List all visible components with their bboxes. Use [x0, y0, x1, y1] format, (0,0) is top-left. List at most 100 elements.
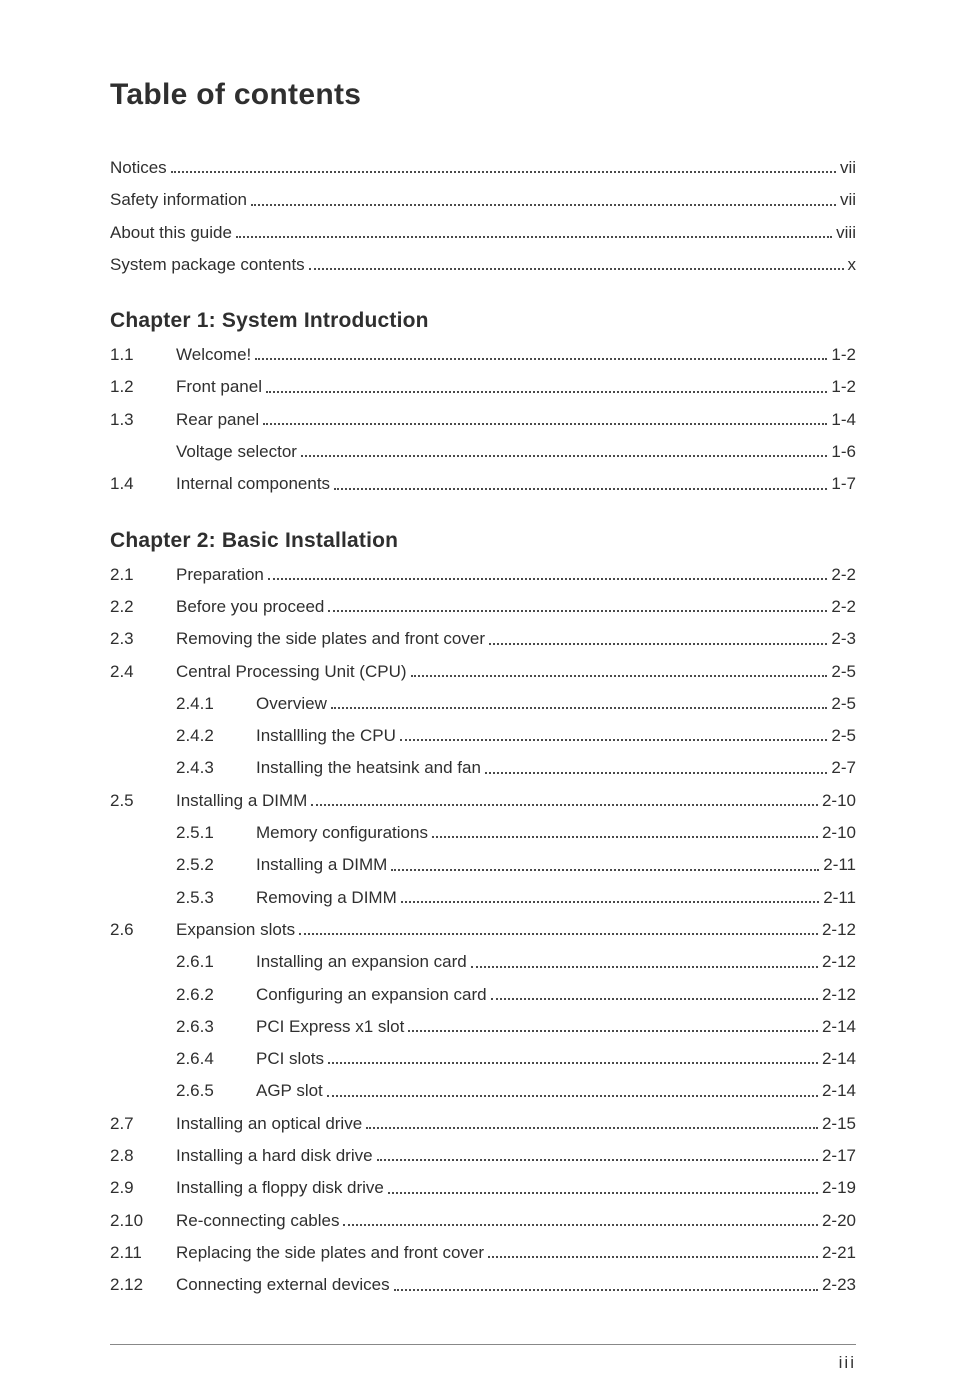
- toc-page-number: 1-2: [831, 371, 856, 403]
- toc-subsection-number: 2.6.2: [176, 979, 256, 1011]
- toc-row: 2.3Removing the side plates and front co…: [110, 623, 856, 655]
- toc-row: 2.6.2Configuring an expansion card2-12: [110, 979, 856, 1011]
- toc-row: 2.5.2Installing a DIMM2-11: [110, 849, 856, 881]
- toc-page-number: 2-3: [831, 623, 856, 655]
- toc-row: 2.4.3Installing the heatsink and fan 2-7: [110, 752, 856, 784]
- toc-section-number: 2.2: [110, 591, 176, 623]
- toc-page-number: 2-2: [831, 591, 856, 623]
- toc-entry-label: System package contents: [110, 249, 305, 281]
- dot-leader: [488, 1256, 818, 1258]
- dot-leader: [471, 966, 818, 968]
- toc-row: 2.8Installing a hard disk drive2-17: [110, 1140, 856, 1172]
- toc-entry-label: Overview: [256, 688, 327, 720]
- toc-entry-label: Installling the CPU: [256, 720, 396, 752]
- toc-entry-label: Installing a DIMM: [256, 849, 387, 881]
- toc-row: 2.5Installing a DIMM2-10: [110, 785, 856, 817]
- chapter-heading: Chapter 2: Basic Installation: [110, 529, 856, 553]
- toc-page-number: x: [848, 249, 857, 281]
- toc-page-number: vii: [840, 184, 856, 216]
- toc-entry-label: Safety information: [110, 184, 247, 216]
- toc-subsection-number: 2.4.3: [176, 752, 256, 784]
- toc-page-number: 2-5: [831, 656, 856, 688]
- toc-page-number: 1-2: [831, 339, 856, 371]
- toc-section-number: 2.7: [110, 1108, 176, 1140]
- footer-page-number: iii: [110, 1353, 856, 1373]
- toc-entry-label: Installing the heatsink and fan: [256, 752, 481, 784]
- toc-row: 1.3Rear panel 1-4: [110, 404, 856, 436]
- toc-row: 2.6.5AGP slot2-14: [110, 1075, 856, 1107]
- toc-entry-label: Installing a floppy disk drive: [176, 1172, 384, 1204]
- dot-leader: [391, 869, 819, 871]
- toc-entry-label: Memory configurations: [256, 817, 428, 849]
- toc-entry-label: Preparation: [176, 559, 264, 591]
- dot-leader: [400, 739, 828, 741]
- toc-section-number: 1.4: [110, 468, 176, 500]
- toc-section-number: 2.4: [110, 656, 176, 688]
- toc-subsection-number: 2.5.3: [176, 882, 256, 914]
- toc-row: 2.5.3Removing a DIMM2-11: [110, 882, 856, 914]
- toc-entry-label: Expansion slots: [176, 914, 295, 946]
- dot-leader: [299, 933, 818, 935]
- toc-page-number: 2-12: [822, 979, 856, 1011]
- dot-leader: [366, 1127, 818, 1129]
- toc-page-number: 2-12: [822, 946, 856, 978]
- page-title: Table of contents: [110, 78, 856, 112]
- toc-row: 2.2Before you proceed2-2: [110, 591, 856, 623]
- toc-row: 1.2Front panel1-2: [110, 371, 856, 403]
- toc-page-number: 2-11: [823, 849, 856, 881]
- toc-page-number: 2-17: [822, 1140, 856, 1172]
- dot-leader: [331, 707, 828, 709]
- dot-leader: [394, 1289, 818, 1291]
- toc-row: 2.6.4PCI slots2-14: [110, 1043, 856, 1075]
- toc-row: Noticesvii: [110, 152, 856, 184]
- dot-leader: [263, 423, 827, 425]
- dot-leader: [485, 772, 827, 774]
- dot-leader: [309, 268, 844, 270]
- toc-entry-label: Installing an optical drive: [176, 1108, 362, 1140]
- dot-leader: [268, 578, 828, 580]
- toc-page-number: 2-14: [822, 1075, 856, 1107]
- toc-page-number: 2-5: [831, 688, 856, 720]
- toc-subsection-number: 2.6.5: [176, 1075, 256, 1107]
- dot-leader: [432, 836, 818, 838]
- dot-leader: [411, 675, 828, 677]
- dot-leader: [171, 171, 836, 173]
- dot-leader: [266, 391, 827, 393]
- dot-leader: [328, 1062, 818, 1064]
- toc-page-number: viii: [836, 217, 856, 249]
- toc-section-number: 2.1: [110, 559, 176, 591]
- toc-page-number: 2-14: [822, 1043, 856, 1075]
- toc-row: 2.7Installing an optical drive 2-15: [110, 1108, 856, 1140]
- toc-subsection-number: 2.6.1: [176, 946, 256, 978]
- toc-row: 2.12Connecting external devices2-23: [110, 1269, 856, 1301]
- toc-entry-label: Installing an expansion card: [256, 946, 467, 978]
- toc-page-number: 1-7: [831, 468, 856, 500]
- toc-row: 1.4Internal components 1-7: [110, 468, 856, 500]
- toc-subsection-number: 2.6.3: [176, 1011, 256, 1043]
- dot-leader: [236, 236, 832, 238]
- toc-entry-label: PCI Express x1 slot: [256, 1011, 404, 1043]
- toc-entry-label: Connecting external devices: [176, 1269, 390, 1301]
- toc-page-number: 2-2: [831, 559, 856, 591]
- toc-row: 2.6Expansion slots2-12: [110, 914, 856, 946]
- chapter-heading: Chapter 1: System Introduction: [110, 309, 856, 333]
- toc-section-number: 1.3: [110, 404, 176, 436]
- toc-page-number: 1-4: [831, 404, 856, 436]
- toc-entry-label: Rear panel: [176, 404, 259, 436]
- toc-section-number: 1.1: [110, 339, 176, 371]
- toc-row: System package contents x: [110, 249, 856, 281]
- toc-entry-label: About this guide: [110, 217, 232, 249]
- chapter-entries: Chapter 1: System Introduction1.1Welcome…: [110, 309, 856, 1309]
- toc-row: 2.10Re-connecting cables2-20: [110, 1205, 856, 1237]
- toc-subsection-number: 2.4.1: [176, 688, 256, 720]
- toc-page-number: 2-5: [831, 720, 856, 752]
- toc-page-number: 2-15: [822, 1108, 856, 1140]
- toc-subsection-number: 2.6.4: [176, 1043, 256, 1075]
- toc-page-number: 2-20: [822, 1205, 856, 1237]
- toc-page-number: 2-7: [831, 752, 856, 784]
- toc-entry-label: Removing a DIMM: [256, 882, 397, 914]
- toc-row: About this guide viii: [110, 217, 856, 249]
- toc-entry-label: Internal components: [176, 468, 330, 500]
- toc-page-number: 1-6: [831, 436, 856, 468]
- toc-section-number: 2.5: [110, 785, 176, 817]
